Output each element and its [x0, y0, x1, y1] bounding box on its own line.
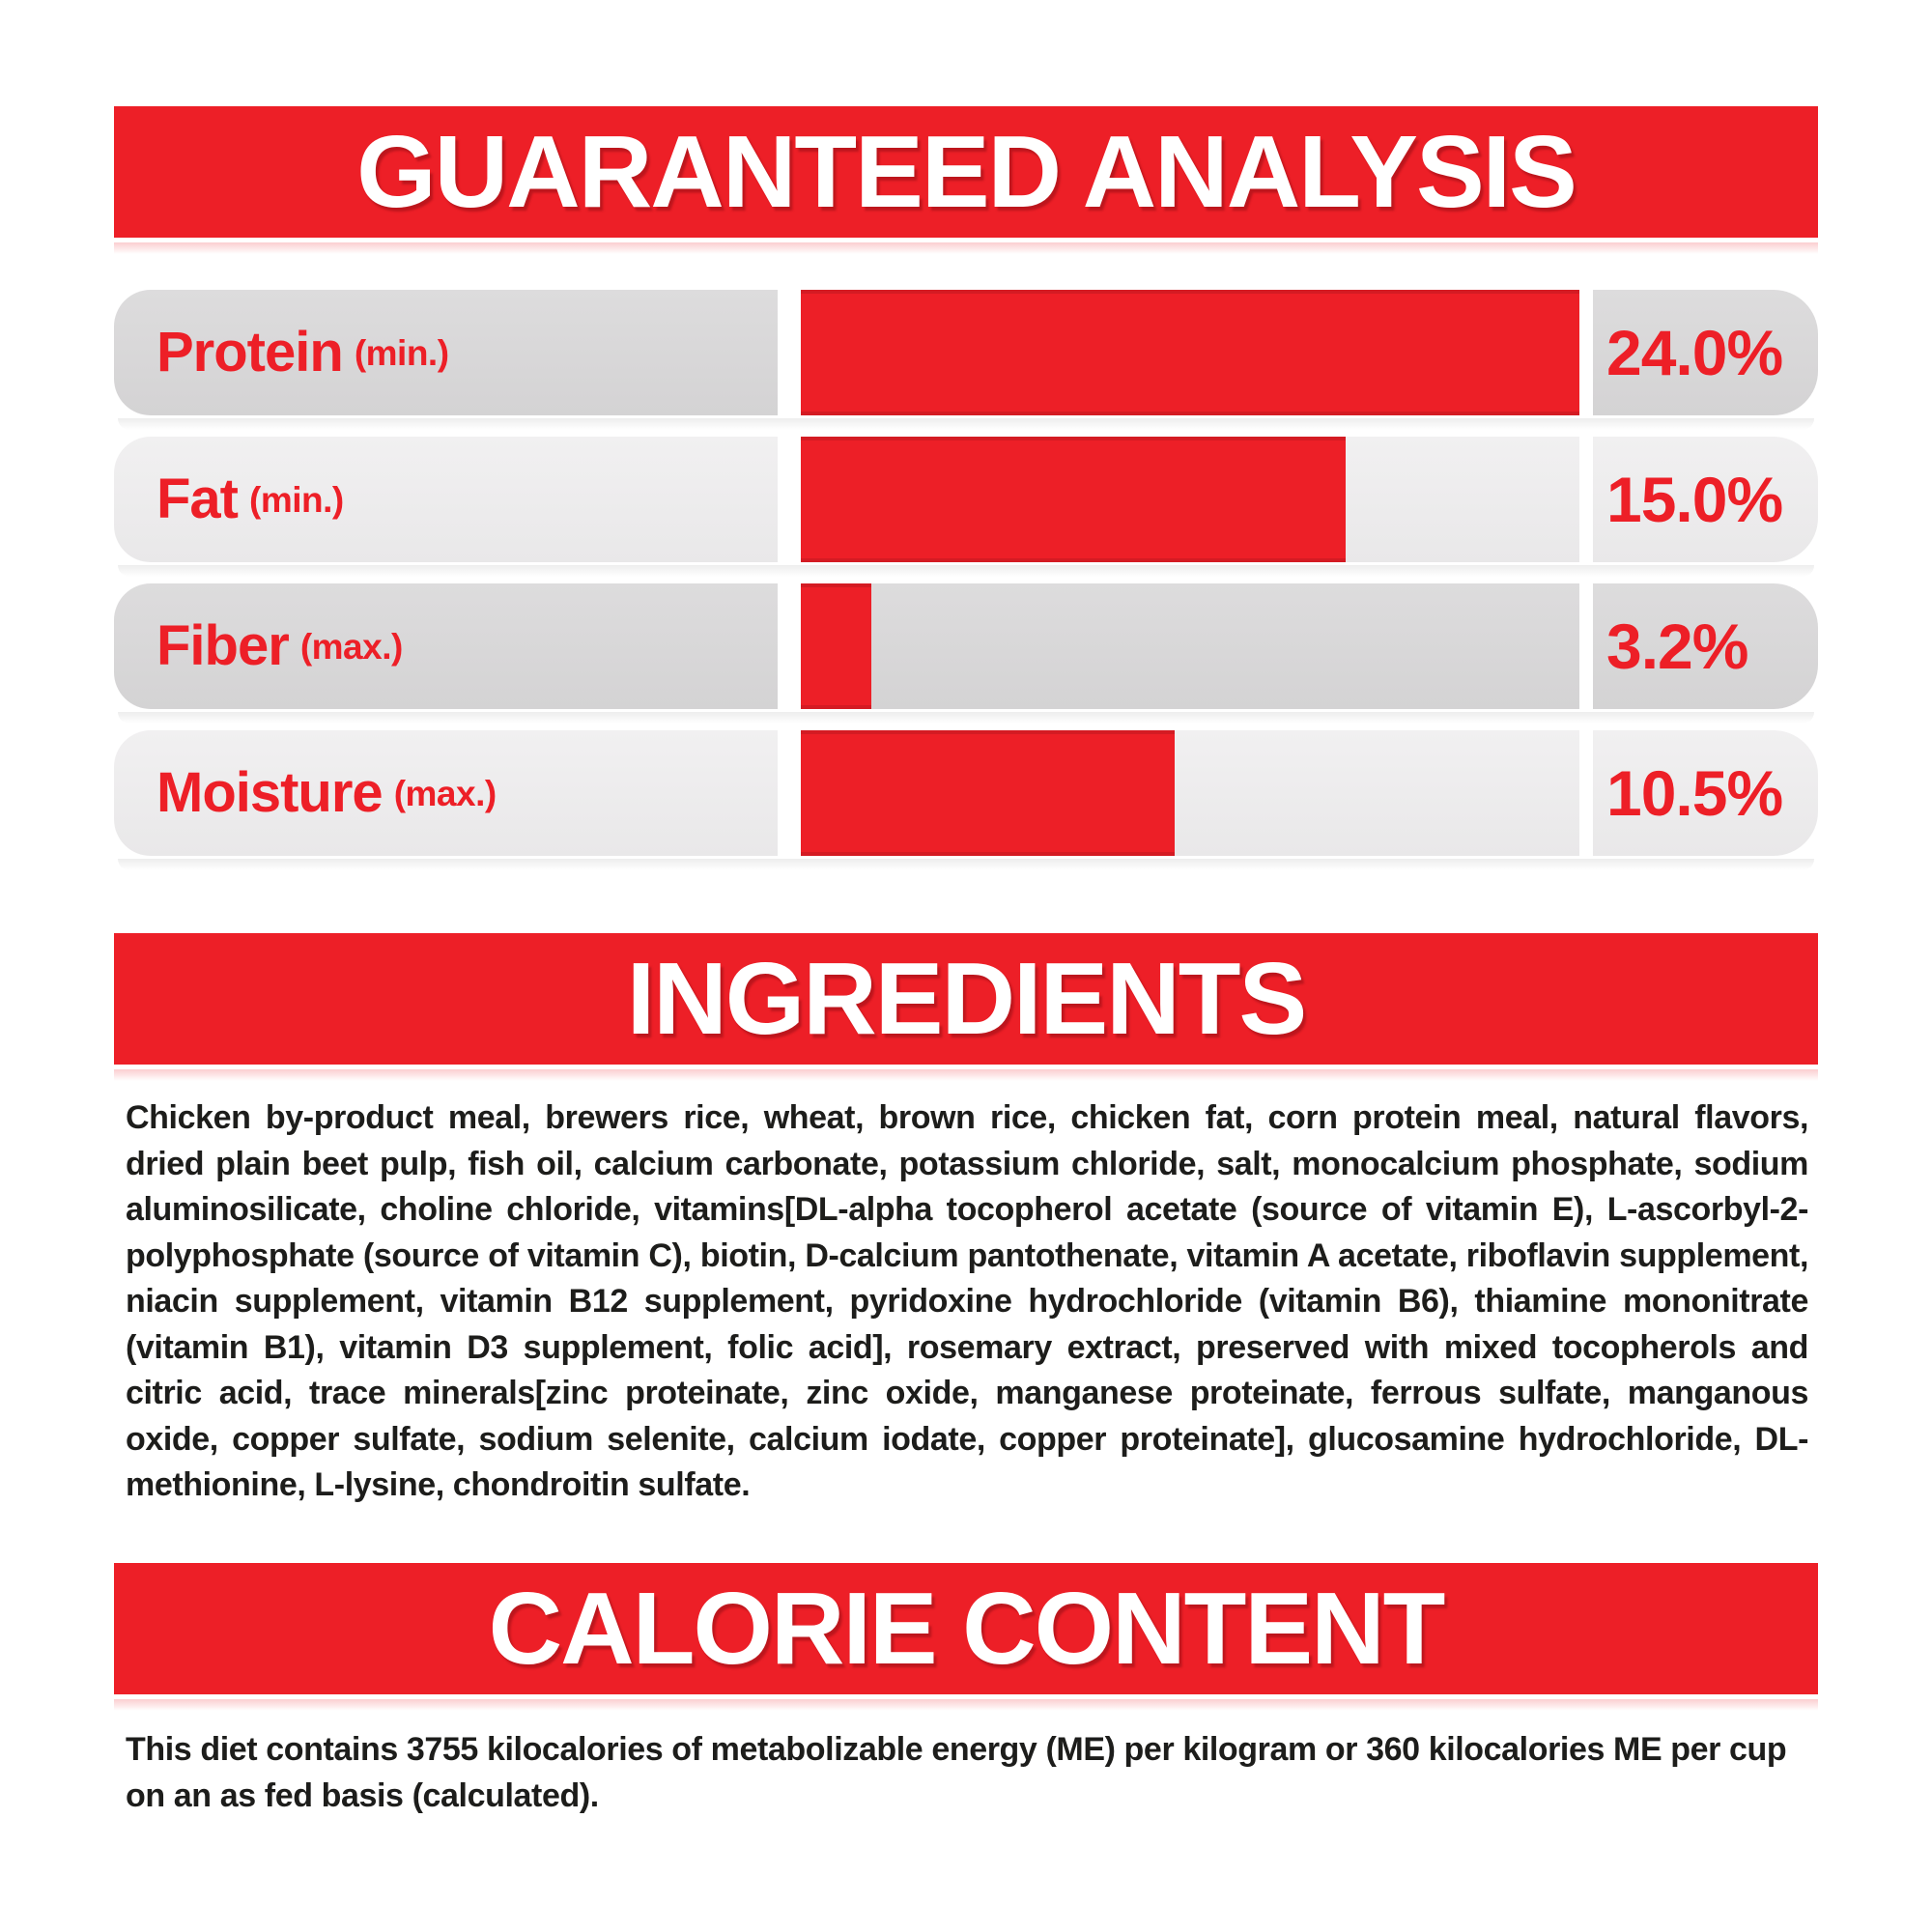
nutrient-name: Protein	[156, 321, 344, 384]
guaranteed-analysis-band: GUARANTEED ANALYSIS	[114, 106, 1818, 254]
analysis-rows: Protein (min.) 24.0% Fat (min.) 15.0%	[114, 290, 1818, 870]
bar-fill-fiber	[801, 583, 871, 709]
percent-box-moisture: 10.5%	[1593, 730, 1818, 856]
nutrient-qualifier: (max.)	[393, 773, 497, 813]
analysis-row-fat: Fat (min.) 15.0%	[114, 437, 1818, 577]
bar-fill-fat	[801, 437, 1347, 562]
analysis-row-fiber: Fiber (max.) 3.2%	[114, 583, 1818, 724]
ingredients-text: Chicken by-product meal, brewers rice, w…	[126, 1099, 1808, 1503]
nutrient-label-moisture: Moisture (max.)	[114, 730, 778, 856]
nutrient-label-fat: Fat (min.)	[114, 437, 778, 562]
percent-box-protein: 24.0%	[1593, 290, 1818, 415]
percent-value: 10.5%	[1606, 757, 1783, 829]
analysis-row-protein: Protein (min.) 24.0%	[114, 290, 1818, 430]
analysis-row-moisture: Moisture (max.) 10.5%	[114, 730, 1818, 870]
nutrient-name: Moisture	[156, 761, 384, 824]
ingredients-band: INGREDIENTS	[114, 933, 1818, 1081]
percent-value: 24.0%	[1606, 317, 1783, 388]
percent-box-fat: 15.0%	[1593, 437, 1818, 562]
ingredients-title: INGREDIENTS	[626, 942, 1307, 1056]
bar-track-protein	[801, 290, 1579, 415]
bar-fill-moisture	[801, 730, 1175, 856]
guaranteed-analysis-title: GUARANTEED ANALYSIS	[356, 115, 1577, 229]
nutrition-label: GUARANTEED ANALYSIS Protein (min.) 24.0%…	[114, 0, 1818, 1932]
bar-track-fat	[801, 437, 1579, 562]
nutrient-qualifier: (min.)	[354, 332, 449, 373]
calorie-content-band: CALORIE CONTENT	[114, 1563, 1818, 1711]
nutrient-name: Fiber	[156, 614, 290, 677]
bar-fill-protein	[801, 290, 1579, 415]
nutrient-qualifier: (max.)	[299, 626, 403, 667]
nutrient-qualifier: (min.)	[249, 479, 344, 520]
nutrient-label-protein: Protein (min.)	[114, 290, 778, 415]
calorie-content-text: This diet contains 3755 kilocalories of …	[126, 1731, 1787, 1814]
bar-track-moisture	[801, 730, 1579, 856]
nutrient-name: Fat	[156, 468, 239, 530]
percent-value: 3.2%	[1606, 611, 1748, 682]
bar-track-fiber	[801, 583, 1579, 709]
percent-box-fiber: 3.2%	[1593, 583, 1818, 709]
percent-value: 15.0%	[1606, 464, 1783, 535]
nutrient-label-fiber: Fiber (max.)	[114, 583, 778, 709]
calorie-content-title: CALORIE CONTENT	[488, 1572, 1446, 1686]
